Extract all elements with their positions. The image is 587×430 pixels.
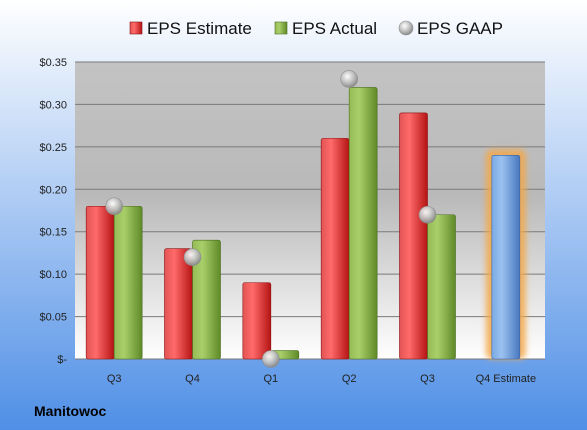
legend-label: EPS Actual — [292, 19, 377, 38]
y-tick-label: $0.20 — [39, 184, 67, 196]
x-tick-label: Q4 Estimate — [476, 373, 537, 385]
marker-eps-gaap — [340, 70, 358, 88]
gaap-markers — [105, 70, 437, 368]
bar-eps-estimate — [399, 112, 428, 360]
y-tick-label: $0.30 — [39, 99, 67, 111]
x-axis-ticks: Q3 Q4 Q1 Q2 Q3 Q4 Estimate — [107, 373, 536, 385]
y-axis-ticks: $- $0.05 $0.10 $0.15 $0.20 $0.25 $0.30 $0.35 — [39, 57, 67, 366]
bar-eps-actual — [113, 205, 143, 360]
marker-eps-gaap — [105, 197, 123, 216]
bars — [85, 87, 526, 360]
legend-label: EPS GAAP — [417, 19, 503, 38]
x-tick-label: Q2 — [342, 373, 357, 385]
marker-eps-gaap — [262, 350, 280, 368]
marker-eps-gaap — [183, 248, 202, 266]
y-tick-label: $0.05 — [39, 312, 67, 324]
plot-area — [75, 62, 545, 359]
legend-swatch — [398, 20, 414, 36]
y-tick-label: $0.15 — [39, 227, 67, 239]
y-tick-label: $0.25 — [39, 142, 67, 154]
y-tick-label: $0.10 — [39, 269, 67, 281]
bar-eps-actual — [427, 214, 456, 360]
bar-eps-estimate — [85, 205, 115, 360]
legend-swatch — [274, 21, 288, 35]
bar-eps-actual — [348, 87, 378, 360]
x-tick-label: Q3 — [420, 373, 435, 385]
x-tick-label: Q4 — [185, 373, 200, 385]
bar-eps-estimate — [242, 282, 272, 360]
legend-label: EPS Estimate — [147, 19, 252, 38]
bar-eps-forecast — [491, 155, 521, 360]
bar-eps-actual — [192, 239, 221, 360]
bar-eps-estimate — [320, 138, 350, 360]
legend-swatch — [129, 21, 143, 35]
x-tick-label: Q1 — [263, 373, 278, 385]
gridlines — [75, 61, 545, 360]
bar-eps-estimate — [164, 248, 193, 360]
y-tick-label: $0.35 — [39, 57, 67, 69]
marker-eps-gaap — [418, 205, 437, 224]
legend: EPS Estimate EPS Actual EPS GAAP — [129, 19, 503, 38]
company-name: Manitowoc — [34, 403, 107, 419]
x-tick-label: Q3 — [107, 373, 122, 385]
y-tick-label: $- — [57, 354, 67, 366]
